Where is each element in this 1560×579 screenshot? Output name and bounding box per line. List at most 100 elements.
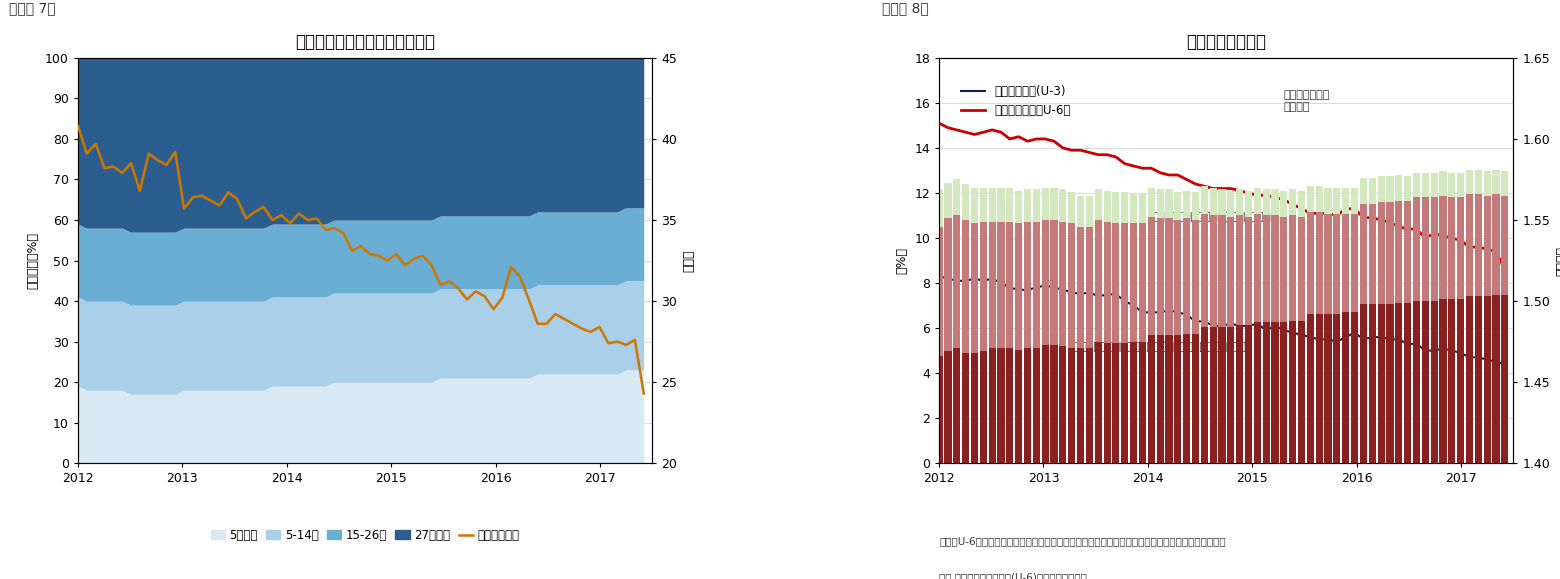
Bar <box>1307 186 1314 212</box>
Bar <box>1360 305 1367 579</box>
Bar <box>1431 197 1438 301</box>
Bar <box>1245 217 1253 325</box>
Bar <box>1493 194 1499 295</box>
Bar <box>1315 212 1323 314</box>
Bar <box>1307 314 1314 579</box>
Bar <box>1076 226 1084 348</box>
Bar <box>1404 303 1412 579</box>
Bar <box>1016 350 1022 579</box>
Bar <box>1236 189 1243 215</box>
Bar <box>1448 173 1455 197</box>
Legend: 5週未満, 5-14週, 15-26週, 27週以上, 平均（右軸）: 5週未満, 5-14週, 15-26週, 27週以上, 平均（右軸） <box>206 524 524 547</box>
Bar <box>1192 334 1200 579</box>
Bar <box>1431 173 1438 197</box>
Bar <box>1139 223 1147 342</box>
Bar <box>1466 194 1473 296</box>
Bar <box>936 189 942 226</box>
Bar <box>1501 171 1509 196</box>
Bar <box>944 351 952 579</box>
Bar <box>1086 348 1094 579</box>
Bar <box>1324 188 1332 214</box>
Bar <box>1307 212 1314 314</box>
Bar <box>1334 314 1340 579</box>
Bar <box>1262 215 1270 322</box>
Bar <box>1086 196 1094 226</box>
Bar <box>1148 335 1154 579</box>
Bar <box>1103 191 1111 222</box>
Bar <box>989 188 995 222</box>
Bar <box>1404 200 1412 303</box>
Y-axis label: （%）: （%） <box>895 247 908 274</box>
Text: 周辺労働力は失業率(U-6)より逆算して推計: 周辺労働力は失業率(U-6)より逆算して推計 <box>939 573 1087 579</box>
Bar <box>1103 343 1111 579</box>
Bar <box>1289 215 1296 321</box>
Bar <box>1122 192 1128 223</box>
Bar <box>1175 220 1181 335</box>
Bar <box>953 215 961 348</box>
Bar <box>1254 188 1260 214</box>
Bar <box>1129 342 1137 579</box>
Bar <box>1404 176 1412 200</box>
Bar <box>1342 214 1349 313</box>
Bar <box>1182 191 1190 218</box>
Bar <box>1201 214 1207 327</box>
Bar <box>1059 189 1067 222</box>
Text: 労働力人口（経済的理由によるパートタイマー除く、右軸）: 労働力人口（経済的理由によるパートタイマー除く、右軸） <box>1069 342 1246 351</box>
Bar <box>1182 218 1190 334</box>
Bar <box>1466 170 1473 194</box>
Bar <box>1377 202 1385 305</box>
Bar <box>1033 348 1041 579</box>
Bar <box>1218 189 1226 215</box>
Bar <box>1042 188 1048 220</box>
Bar <box>1484 196 1491 296</box>
Bar <box>1129 194 1137 223</box>
Bar <box>1298 191 1306 217</box>
Bar <box>1050 345 1058 579</box>
Bar <box>1289 189 1296 215</box>
Bar <box>1209 188 1217 215</box>
Bar <box>1493 295 1499 579</box>
Bar <box>1201 327 1207 579</box>
Bar <box>1236 215 1243 325</box>
Bar <box>1156 335 1164 579</box>
Bar <box>1315 314 1323 579</box>
Bar <box>1023 189 1031 222</box>
Bar <box>1413 173 1420 197</box>
Bar <box>1466 296 1473 579</box>
Bar <box>1192 192 1200 220</box>
Y-axis label: （週）: （週） <box>683 250 696 272</box>
Text: 経済的理由によるパートタイマー（右軸）: 経済的理由によるパートタイマー（右軸） <box>1151 212 1278 222</box>
Bar <box>1059 222 1067 346</box>
Bar <box>970 353 978 579</box>
Bar <box>953 179 961 215</box>
Bar <box>1095 189 1101 220</box>
Bar <box>1342 313 1349 579</box>
Bar <box>1387 176 1393 202</box>
Bar <box>1289 321 1296 579</box>
Bar <box>1069 192 1075 223</box>
Bar <box>1209 215 1217 327</box>
Bar <box>1165 189 1173 218</box>
Bar <box>1377 176 1385 202</box>
Bar <box>1033 222 1041 348</box>
Bar <box>997 188 1005 222</box>
Text: （注）U-6＝（失業者＋周辺労働力＋経済的理由によるパートタイマー）／（労働力＋周辺労働力）: （注）U-6＝（失業者＋周辺労働力＋経済的理由によるパートタイマー）／（労働力＋… <box>939 536 1226 546</box>
Bar <box>1440 196 1446 299</box>
Bar <box>1122 223 1128 343</box>
Bar <box>1139 194 1147 223</box>
Bar <box>1368 305 1376 579</box>
Bar <box>1262 322 1270 579</box>
Bar <box>1387 305 1393 579</box>
Bar <box>1457 197 1465 299</box>
Bar <box>1262 189 1270 215</box>
Bar <box>1103 222 1111 343</box>
Bar <box>1076 196 1084 226</box>
Bar <box>936 356 942 579</box>
Bar <box>1368 204 1376 305</box>
Bar <box>1474 296 1482 579</box>
Bar <box>1368 178 1376 204</box>
Bar <box>944 218 952 351</box>
Bar <box>980 188 987 222</box>
Bar <box>1448 197 1455 299</box>
Bar <box>963 353 969 579</box>
